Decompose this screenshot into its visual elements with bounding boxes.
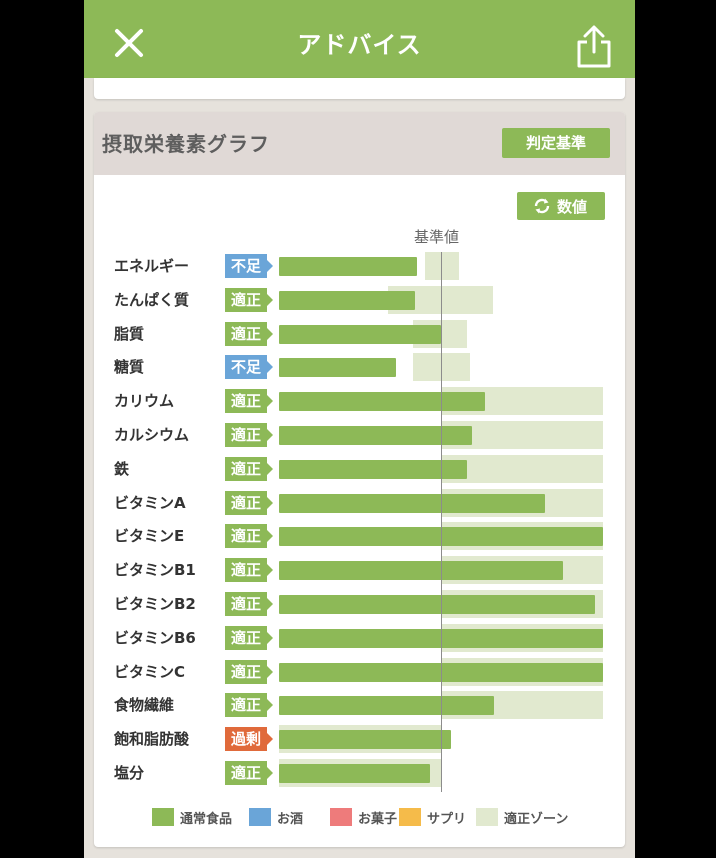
nutrient-row: 食物繊維 適正: [94, 691, 625, 720]
card-title: 摂取栄養素グラフ: [102, 132, 270, 156]
reference-label: 基準値: [414, 228, 460, 246]
status-badge: 適正: [225, 287, 273, 312]
legend-label: 通常食品: [180, 812, 233, 827]
nutrient-row: 飽和脂肪酸 過剰: [94, 725, 625, 754]
status-badge: 適正: [225, 423, 273, 447]
legend-swatch: [330, 808, 352, 826]
legend-swatch: [249, 808, 271, 826]
nutrient-row: カルシウム 適正: [94, 421, 625, 449]
nutrient-name: ビタミンC: [114, 662, 186, 681]
status-badge: 適正: [225, 659, 273, 684]
nutrient-name: カリウム: [114, 392, 175, 411]
nutrient-name: 鉄: [114, 459, 130, 478]
nutrient-name: ビタミンA: [114, 493, 186, 512]
nutrient-name: 食物繊維: [114, 696, 175, 715]
legend-swatch: [399, 808, 421, 826]
legend: 通常食品 お酒 お菓子 サプリ 適正ゾーン: [94, 806, 625, 832]
intake-bar: [279, 358, 396, 378]
nutrient-row: ビタミンB2 適正: [94, 590, 625, 618]
legend-label: お酒: [277, 812, 304, 827]
nutrient-name: たんぱく質: [114, 290, 190, 309]
share-icon[interactable]: [574, 24, 614, 70]
nutrient-row: ビタミンC 適正: [94, 657, 625, 686]
nutrient-name: 脂質: [114, 324, 145, 343]
intake-bar: [279, 595, 595, 614]
nutrient-name: 塩分: [114, 764, 145, 782]
legend-label: 適正ゾーン: [504, 812, 569, 827]
intake-bar: [279, 764, 430, 783]
status-badge: 適正: [225, 321, 273, 346]
intake-bar: [279, 696, 495, 716]
nutrient-name: カルシウム: [114, 426, 190, 444]
status-badge: 適正: [225, 592, 273, 616]
legend-label: お菓子: [358, 812, 398, 827]
nutrient-graph-card: 摂取栄養素グラフ 判定基準 数値 基準値 エネルギー 不足 たんぱく質 適正 脂質 適正糖…: [94, 112, 625, 847]
previous-card: [94, 78, 625, 99]
app-screen: アドバイス 摂取栄養素グラフ 判定基準 数値 基準値 エネルギー 不足 たんぱく質適…: [84, 0, 635, 858]
nutrient-row: 脂質 適正: [94, 319, 625, 348]
status-badge: 過剰: [225, 727, 273, 752]
nutrient-row: ビタミンE 適正: [94, 522, 625, 551]
legend-label: サプリ: [427, 812, 467, 827]
nutrient-name: エネルギー: [114, 257, 190, 275]
nutrient-row: カリウム 適正: [94, 387, 625, 416]
judgment-criteria-button[interactable]: 判定基準: [502, 128, 610, 158]
intake-bar: [279, 392, 485, 412]
status-badge: 不足: [225, 254, 273, 278]
intake-bar: [279, 257, 417, 276]
nutrient-name: ビタミンB2: [114, 595, 196, 613]
show-values-button[interactable]: 数値: [517, 192, 605, 220]
status-badge: 適正: [225, 389, 273, 414]
intake-bar: [279, 561, 563, 581]
status-badge: 不足: [225, 355, 273, 380]
intake-bar: [279, 290, 416, 310]
intake-bar: [279, 493, 545, 513]
intake-bar: [279, 459, 467, 479]
refresh-icon: [534, 198, 550, 214]
status-badge: 適正: [225, 761, 273, 785]
intake-bar: [279, 324, 441, 344]
nutrient-name: ビタミンE: [114, 527, 185, 546]
nutrient-row: 塩分 適正: [94, 759, 625, 787]
show-values-label: 数値: [557, 198, 588, 216]
nutrient-row: ビタミンA 適正: [94, 488, 625, 517]
nutrient-row: ビタミンB1 適正: [94, 556, 625, 585]
status-badge: 適正: [225, 558, 273, 583]
nutrient-row: エネルギー 不足: [94, 252, 625, 280]
legend-swatch: [476, 808, 498, 826]
nutrient-row: たんぱく質 適正: [94, 285, 625, 314]
status-badge: 適正: [225, 490, 273, 515]
nutrient-row: 鉄 適正: [94, 454, 625, 483]
status-badge: 適正: [225, 693, 273, 718]
close-icon[interactable]: [112, 26, 146, 60]
appropriate-zone: [441, 454, 603, 483]
nutrient-name: ビタミンB6: [114, 628, 196, 647]
status-badge: 適正: [225, 456, 273, 481]
nutrient-name: 飽和脂肪酸: [114, 730, 190, 749]
status-badge: 適正: [225, 625, 273, 650]
nutrient-row: ビタミンB6 適正: [94, 623, 625, 652]
intake-bar: [279, 730, 451, 750]
legend-swatch: [152, 808, 174, 826]
intake-bar: [279, 426, 472, 445]
status-badge: 適正: [225, 524, 273, 549]
page-title: アドバイス: [297, 31, 422, 59]
nutrient-name: ビタミンB1: [114, 561, 196, 580]
card-header: 摂取栄養素グラフ 判定基準: [94, 112, 625, 175]
nutrient-row: 糖質 不足: [94, 353, 625, 382]
nutrient-name: 糖質: [114, 358, 145, 377]
header-bar: アドバイス: [84, 0, 635, 78]
reference-line: [441, 252, 442, 792]
